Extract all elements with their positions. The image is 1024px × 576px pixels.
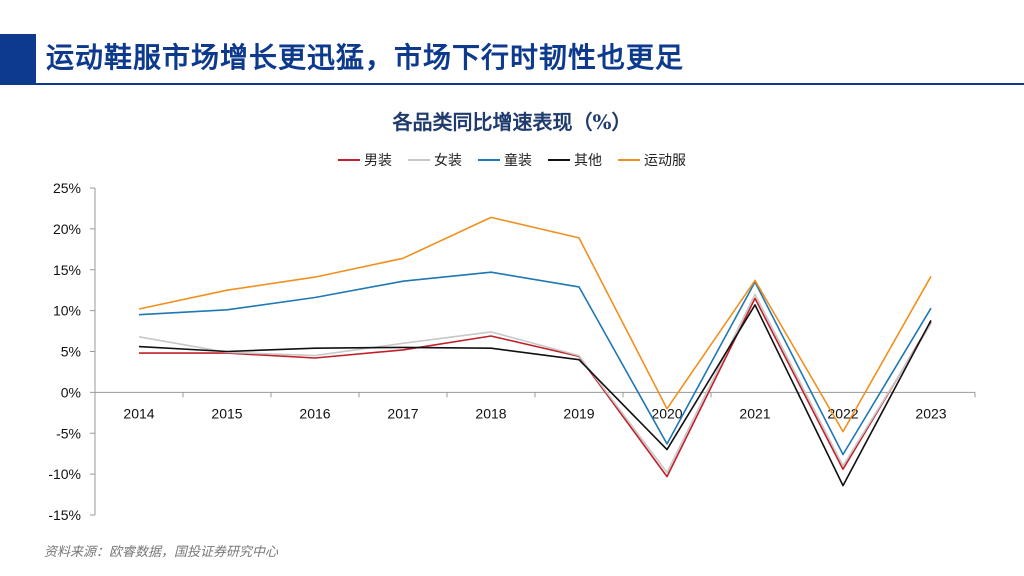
- legend-swatch: [408, 159, 430, 161]
- x-tick-label: 2017: [387, 405, 418, 421]
- y-tick-label: 20%: [53, 221, 81, 237]
- y-tick-label: -10%: [48, 466, 81, 482]
- legend-swatch: [338, 159, 360, 161]
- legend-swatch: [548, 159, 570, 161]
- legend-item: 男装: [338, 150, 392, 170]
- title-accent-bar: [0, 34, 36, 84]
- slide-title: 运动鞋服市场增长更迅猛，市场下行时韧性也更足: [46, 41, 685, 74]
- series-line-男装: [139, 297, 932, 478]
- x-tick-label: 2023: [915, 405, 946, 421]
- x-tick-label: 2019: [563, 405, 594, 421]
- y-tick-label: 0%: [61, 384, 81, 400]
- source-note: 资料来源：欧睿数据，国投证券研究中心: [44, 545, 279, 560]
- legend-swatch: [618, 159, 640, 161]
- legend-item: 其他: [548, 150, 602, 170]
- series-line-运动服: [138, 216, 932, 433]
- y-tick-label: 10%: [53, 303, 81, 319]
- x-tick-label: 2016: [299, 405, 330, 421]
- series-line-女装: [138, 293, 932, 474]
- legend-label: 童装: [504, 153, 532, 169]
- legend-label: 男装: [364, 153, 392, 169]
- y-tick-label: 25%: [53, 180, 81, 196]
- legend-item: 运动服: [618, 150, 686, 170]
- y-tick-label: 5%: [61, 344, 81, 360]
- x-tick-label: 2021: [739, 405, 770, 421]
- x-tick-label: 2018: [475, 405, 506, 421]
- title-divider: [0, 83, 1024, 85]
- legend-label: 其他: [574, 153, 602, 169]
- legend-swatch: [478, 159, 500, 161]
- legend-label: 女装: [434, 153, 462, 169]
- legend-item: 女装: [408, 150, 462, 170]
- x-tick-label: 2020: [651, 405, 682, 421]
- y-tick-label: 15%: [53, 262, 81, 278]
- chart-legend: 男装 女装 童装 其他 运动服: [0, 150, 1024, 170]
- y-tick-label: -15%: [48, 507, 81, 523]
- x-tick-label: 2015: [211, 405, 242, 421]
- y-tick-label: -5%: [56, 425, 81, 441]
- series-line-其他: [138, 304, 932, 487]
- series-line-童装: [138, 271, 932, 456]
- chart-title: 各品类同比增速表现（%）: [392, 110, 632, 134]
- legend-item: 童装: [478, 150, 532, 170]
- x-tick-label: 2014: [123, 405, 154, 421]
- legend-label: 运动服: [644, 153, 686, 169]
